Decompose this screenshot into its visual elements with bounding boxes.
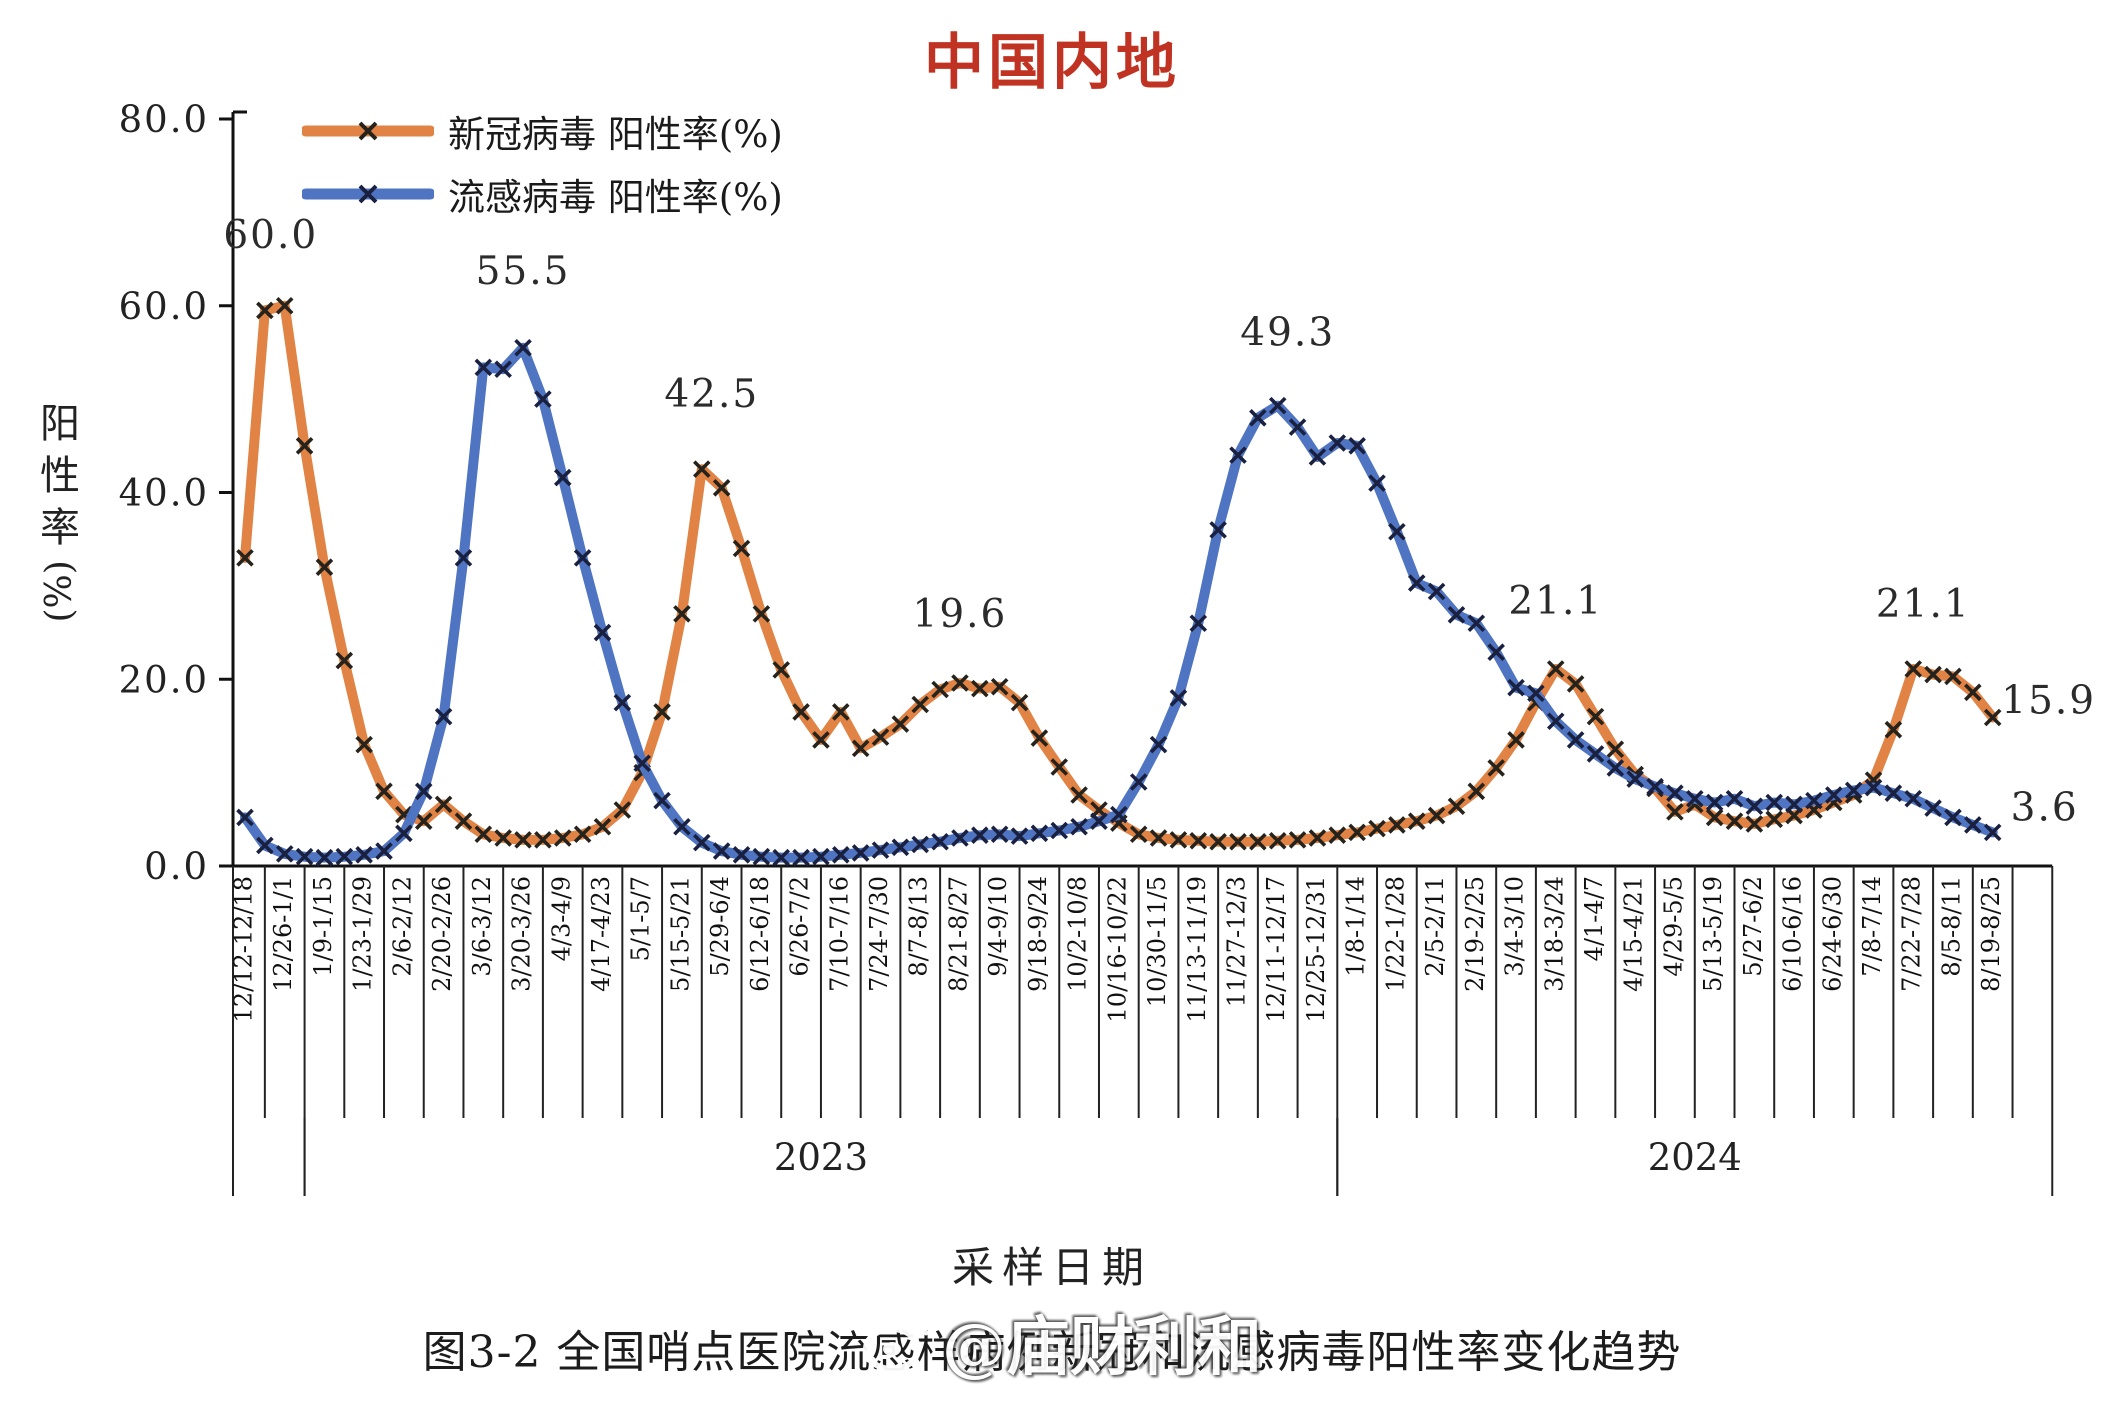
x-tick-label: 4/3-4/9 xyxy=(547,876,575,961)
series-line xyxy=(240,300,1998,847)
x-tick-label: 4/29-5/5 xyxy=(1659,876,1687,977)
x-tick-label: 1/8-1/14 xyxy=(1342,876,1370,977)
year-label: 2024 xyxy=(1648,1136,1742,1179)
x-tick-label: 5/15-5/21 xyxy=(666,876,694,992)
data-annotations: 60.0 55.5 42.5 19.6 49.3 21.1 21.1 15.9 3.6 xyxy=(223,213,2096,831)
x-tick-label: 6/12-6/18 xyxy=(746,876,774,992)
series-covid xyxy=(236,296,2002,851)
y-axis-title-text: 阳性率 xyxy=(40,401,80,551)
x-tick-label: 2/20-2/26 xyxy=(428,876,456,992)
value-annotation: 60.0 xyxy=(223,213,318,258)
x-tick-label: 7/24-7/30 xyxy=(865,876,893,992)
value-annotation: 42.5 xyxy=(664,372,759,417)
x-tick-label: 2/5-2/11 xyxy=(1421,876,1449,977)
chart-legend: 新冠病毒 阳性率(%) 流感病毒 阳性率(%) xyxy=(302,106,783,219)
x-tick-label: 4/17-4/23 xyxy=(587,876,615,992)
value-annotation: 21.1 xyxy=(1508,579,1603,624)
x-tick-label: 9/4-9/10 xyxy=(984,876,1012,977)
x-tick-label: 3/18-3/24 xyxy=(1540,876,1568,992)
x-tick-label: 4/15-4/21 xyxy=(1620,876,1648,992)
y-tick-label: 40.0 xyxy=(119,472,209,515)
chart-title: 中国内地 xyxy=(924,28,1180,98)
year-label: 2023 xyxy=(774,1136,868,1179)
y-axis-unit: (%) xyxy=(38,560,80,623)
value-annotation: 15.9 xyxy=(2001,679,2096,724)
legend-label-covid: 新冠病毒 阳性率(%) xyxy=(448,113,783,156)
x-tick-labels: 12/12-12/18 12/26-1/1 1/9-1/15 1/23-1/29 2/6… xyxy=(230,876,2006,1022)
figure-caption: 图3-2 全国哨点医院流感样病例新冠和流感病毒阳性率变化趋势 xyxy=(422,1327,1682,1378)
x-tick-label: 2/6-2/12 xyxy=(388,876,416,977)
x-tick-label: 6/24-6/30 xyxy=(1818,876,1846,992)
x-tick-label: 11/13-11/19 xyxy=(1183,876,1211,1022)
x-tick-cage xyxy=(232,866,2054,1118)
x-tick-label: 6/26-7/2 xyxy=(786,876,814,977)
x-tick-label: 7/8-7/14 xyxy=(1858,876,1886,977)
value-annotation: 19.6 xyxy=(913,592,1008,637)
legend-item-flu: 流感病毒 阳性率(%) xyxy=(302,169,783,219)
x-tick-label: 12/12-12/18 xyxy=(230,876,258,1022)
value-annotation: 49.3 xyxy=(1240,311,1335,356)
x-tick-label: 1/9-1/15 xyxy=(309,876,337,977)
x-tick-label: 8/7-8/13 xyxy=(905,876,933,977)
x-tick-label: 8/5-8/11 xyxy=(1937,876,1965,977)
legend-label-flu: 流感病毒 阳性率(%) xyxy=(448,176,783,219)
y-tick-label: 0.0 xyxy=(144,845,209,888)
x-tick-label: 12/25-12/31 xyxy=(1302,876,1330,1022)
series-line xyxy=(240,342,1998,863)
x-tick-label: 8/19-8/25 xyxy=(1977,876,2005,992)
x-tick-label: 5/1-5/7 xyxy=(627,876,655,961)
y-tick-label: 60.0 xyxy=(119,285,209,328)
x-tick-label: 11/27-12/3 xyxy=(1223,876,1251,1007)
x-tick-label: 3/4-3/10 xyxy=(1501,876,1529,977)
y-axis: 0.0 20.0 40.0 60.0 80.0 xyxy=(119,98,247,888)
x-tick-label: 3/20-3/26 xyxy=(508,876,536,992)
x-tick-label: 1/22-1/28 xyxy=(1381,876,1409,992)
series-markers xyxy=(236,296,2002,851)
x-tick-label: 12/11-12/17 xyxy=(1262,876,1290,1022)
x-tick-label: 5/29-6/4 xyxy=(706,876,734,977)
y-tick-label: 20.0 xyxy=(119,658,209,701)
x-tick-label: 4/1-4/7 xyxy=(1580,876,1608,961)
flu-line-swatch-icon xyxy=(302,184,434,204)
x-tick-label: 10/2-10/8 xyxy=(1064,876,1092,992)
x-tick-label: 5/13-5/19 xyxy=(1699,876,1727,992)
y-tick-label: 80.0 xyxy=(119,98,209,141)
value-annotation: 21.1 xyxy=(1876,582,1971,627)
covid-line-swatch-icon xyxy=(302,121,434,141)
series-markers xyxy=(236,338,2002,867)
x-tick-label: 1/23-1/29 xyxy=(349,876,377,992)
value-annotation: 3.6 xyxy=(2011,785,2079,830)
x-tick-label: 12/26-1/1 xyxy=(269,876,297,992)
x-tick-label: 10/16-10/22 xyxy=(1103,876,1131,1022)
series-flu xyxy=(236,338,2002,867)
x-tick-label: 8/21-8/27 xyxy=(944,876,972,992)
y-axis-title: 阳性率 (%) xyxy=(28,398,92,623)
x-tick-label: 10/30-11/5 xyxy=(1143,876,1171,1007)
year-group-row: 2023 2024 xyxy=(232,1118,2054,1196)
x-tick-label: 9/18-9/24 xyxy=(1024,876,1052,992)
x-axis-title: 采样日期 xyxy=(951,1243,1152,1292)
x-tick-label: 2/19-2/25 xyxy=(1461,876,1489,992)
x-tick-label: 5/27-6/2 xyxy=(1739,876,1767,977)
x-tick-label: 6/10-6/16 xyxy=(1779,876,1807,992)
value-annotation: 55.5 xyxy=(476,249,571,294)
x-tick-label: 7/10-7/16 xyxy=(825,876,853,992)
legend-item-covid: 新冠病毒 阳性率(%) xyxy=(302,106,783,156)
x-tick-label: 3/6-3/12 xyxy=(468,876,496,977)
x-tick-label: 7/22-7/28 xyxy=(1898,876,1926,992)
